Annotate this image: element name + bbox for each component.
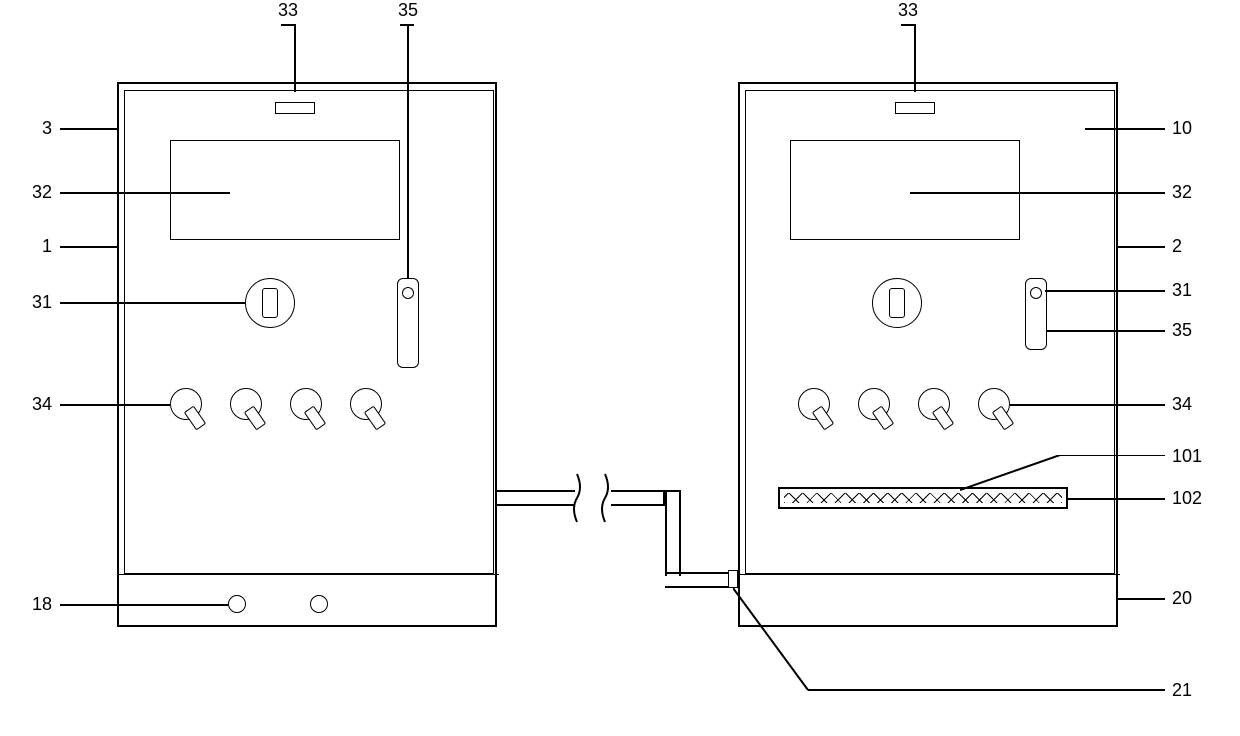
right-switch-2[interactable] xyxy=(858,388,890,420)
right-switch-1[interactable] xyxy=(798,388,830,420)
label-l3: 3 xyxy=(42,118,52,139)
leader-l35h xyxy=(400,24,414,26)
leader-l34 xyxy=(60,404,170,406)
label-r32: 32 xyxy=(1172,182,1192,203)
leader-r10 xyxy=(1085,128,1165,130)
leader-l31 xyxy=(60,302,245,304)
label-r21: 21 xyxy=(1172,680,1192,701)
cable-h1 xyxy=(497,490,575,506)
leader-l33 xyxy=(281,24,295,26)
cable-break-slashes xyxy=(565,468,625,528)
label-l35: 35 xyxy=(398,0,418,21)
label-r35: 35 xyxy=(1172,320,1192,341)
leader-r102 xyxy=(1068,498,1165,500)
leader-r32 xyxy=(910,192,1165,194)
left-knob[interactable] xyxy=(245,278,295,328)
right-top-indicator xyxy=(895,92,935,122)
leader-r33 xyxy=(901,24,915,26)
label-l31: 31 xyxy=(32,292,52,313)
right-cable-connector xyxy=(728,570,738,588)
label-r102: 102 xyxy=(1172,488,1202,509)
left-switch-4[interactable] xyxy=(350,388,382,420)
cable-v1 xyxy=(665,490,681,576)
left-base-separator xyxy=(119,574,499,575)
leader-l18 xyxy=(60,604,228,606)
right-knob[interactable] xyxy=(872,278,922,328)
left-slot[interactable] xyxy=(397,278,419,368)
left-display-screen xyxy=(170,140,400,240)
right-slot[interactable] xyxy=(1025,278,1047,350)
leader-l32 xyxy=(60,192,230,194)
right-display-screen xyxy=(790,140,1020,240)
left-base-circle-1 xyxy=(228,595,246,613)
cable-h3 xyxy=(665,572,728,588)
leader-l3 xyxy=(60,128,117,130)
leader-l1 xyxy=(60,246,117,248)
label-r10: 10 xyxy=(1172,118,1192,139)
label-l33: 33 xyxy=(278,0,298,21)
right-base-separator xyxy=(740,574,1120,575)
label-l32: 32 xyxy=(32,182,52,203)
label-l18: 18 xyxy=(32,594,52,615)
leader-35-post xyxy=(407,24,409,278)
label-l1: 1 xyxy=(42,236,52,257)
leader-r35 xyxy=(1047,330,1165,332)
leader-r101 xyxy=(960,455,1170,495)
label-r2: 2 xyxy=(1172,236,1182,257)
left-switch-2[interactable] xyxy=(230,388,262,420)
label-l34: 34 xyxy=(32,394,52,415)
leader-r34 xyxy=(1010,404,1165,406)
label-r33: 33 xyxy=(898,0,918,21)
left-top-indicator xyxy=(275,92,315,122)
right-switch-3[interactable] xyxy=(918,388,950,420)
leader-r2 xyxy=(1118,246,1165,248)
label-r101: 101 xyxy=(1172,446,1202,467)
leader-r31 xyxy=(1045,290,1165,292)
left-switch-1[interactable] xyxy=(170,388,202,420)
left-switch-3[interactable] xyxy=(290,388,322,420)
label-r34: 34 xyxy=(1172,394,1192,415)
label-r20: 20 xyxy=(1172,588,1192,609)
label-r31: 31 xyxy=(1172,280,1192,301)
left-base-circle-2 xyxy=(310,595,328,613)
right-switch-4[interactable] xyxy=(978,388,1010,420)
leader-r21 xyxy=(733,588,1173,708)
